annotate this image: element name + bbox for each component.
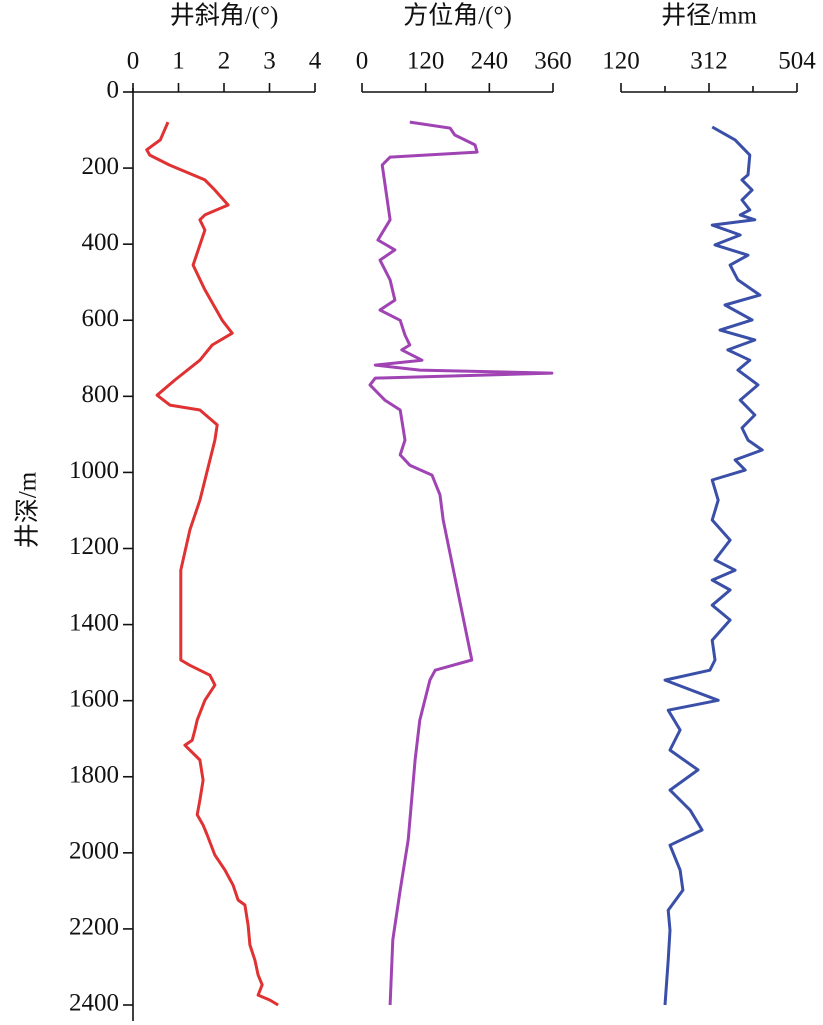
x-tick-label: 504 xyxy=(778,48,816,75)
y-tick-label: 800 xyxy=(82,381,120,408)
log-curve xyxy=(368,120,554,1006)
x-tick-label: 0 xyxy=(356,48,369,75)
x-tick-label: 360 xyxy=(534,48,572,75)
x-tick-label: 4 xyxy=(309,48,322,75)
x-tick-label: 2 xyxy=(218,48,231,75)
y-axis-label: 井深/m xyxy=(14,471,42,548)
y-tick-label: 200 xyxy=(82,153,120,180)
x-tick-label: 120 xyxy=(407,48,445,75)
log-curve xyxy=(663,125,764,1006)
x-tick-label: 312 xyxy=(690,48,728,75)
x-axis-label: 井斜角/(°) xyxy=(170,2,279,30)
y-tick-label: 1600 xyxy=(69,685,119,712)
x-tick-label: 240 xyxy=(471,48,509,75)
y-tick-label: 1000 xyxy=(69,457,119,484)
x-tick-label: 1 xyxy=(172,48,185,75)
y-tick-label: 2200 xyxy=(69,914,119,941)
x-axis-label: 方位角/(°) xyxy=(403,2,512,30)
y-tick-label: 2000 xyxy=(69,838,119,865)
y-tick-label: 2400 xyxy=(69,990,119,1017)
y-tick-label: 400 xyxy=(82,229,120,256)
y-tick-label: 1800 xyxy=(69,761,119,788)
x-tick-label: 120 xyxy=(602,48,640,75)
y-tick-label: 0 xyxy=(107,77,120,104)
log-curve xyxy=(145,121,279,1007)
x-tick-label: 3 xyxy=(263,48,276,75)
x-tick-label: 0 xyxy=(127,48,140,75)
y-tick-label: 600 xyxy=(82,305,120,332)
y-tick-label: 1200 xyxy=(69,533,119,560)
y-tick-label: 1400 xyxy=(69,609,119,636)
x-axis-label: 井径/mm xyxy=(661,2,757,30)
